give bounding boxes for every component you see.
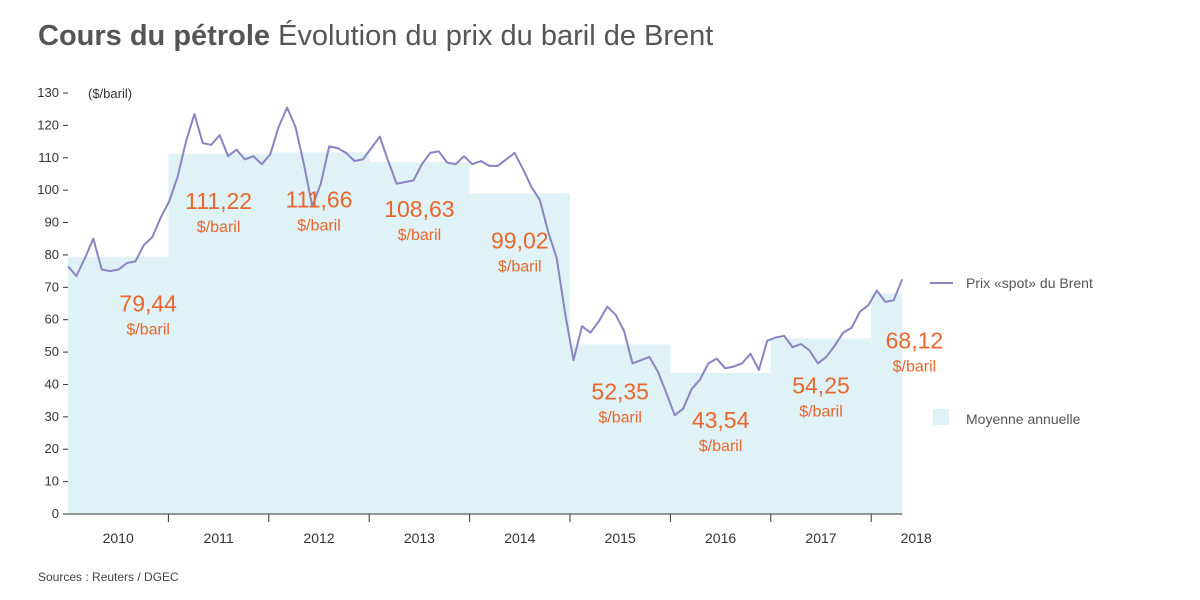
average-value-2014: 99,02 [491,227,549,253]
y-tick-label: 60 [45,312,59,327]
average-value-2012: 111,66 [286,186,353,212]
average-value-2018: 68,12 [886,327,944,353]
average-bar-2018 [871,293,903,514]
average-labels: 79,44 $/baril 111,22 $/baril 111,66 $/baril 10… [119,186,943,455]
legend-average-swatch [933,409,949,425]
average-bar-2012 [268,152,370,515]
average-unit-2014: $/baril [498,258,542,275]
average-value-2010: 79,44 [119,291,177,317]
y-tick-label: 50 [45,344,59,359]
legend-average-label: Moyenne annuelle [966,411,1081,427]
legend-spot-label: Prix «spot» du Brent [966,275,1093,291]
average-bars [68,152,903,515]
average-bar-2017 [770,338,872,514]
y-tick-label: 100 [37,182,59,197]
x-tick-label-2015: 2015 [605,530,636,546]
x-tick-label-2011: 2011 [204,530,234,546]
y-tick-label: 40 [45,376,59,391]
spot-line-group [67,106,904,417]
x-tick-label-2018: 2018 [901,530,932,546]
spot-price-line [67,106,904,417]
y-tick-label: 0 [52,506,59,521]
average-value-2015: 52,35 [591,378,649,404]
average-bar-2010 [68,256,169,514]
average-value-2016: 43,54 [692,407,750,433]
average-bar-2013 [369,162,470,514]
average-bar-2011 [168,153,269,515]
y-tick-label: 10 [45,474,59,489]
average-value-2013: 108,63 [384,196,454,222]
average-unit-2012: $/baril [297,217,341,234]
y-tick-label: 20 [45,441,59,456]
x-tick-label-2013: 2013 [404,530,435,546]
y-tick-label: 110 [38,150,59,165]
average-unit-2010: $/baril [126,322,170,339]
chart-title: Cours du pétrole Évolution du prix du ba… [38,20,713,53]
average-unit-2016: $/baril [699,438,743,455]
y-tick-label: 120 [37,117,59,132]
average-bar-2015 [570,344,671,514]
average-value-2017: 54,25 [792,372,850,398]
average-unit-2018: $/baril [893,358,937,375]
x-tick-label-2016: 2016 [705,530,736,546]
y-tick-label: 90 [45,215,59,230]
y-tick-label: 70 [45,279,59,294]
y-tick-label: 30 [45,409,59,424]
average-unit-2017: $/baril [799,403,843,420]
title-bold: Cours du pétrole [38,20,271,52]
average-value-2011: 111,22 [185,188,252,214]
x-tick-label-2012: 2012 [303,530,334,546]
x-tick-label-2017: 2017 [805,530,836,546]
source-note: Sources : Reuters / DGEC [38,570,179,584]
y-axis-unit: ($/baril) [88,86,132,101]
average-unit-2013: $/baril [398,227,442,244]
year-separators [167,514,872,522]
y-axis: 0 10 20 30 40 50 60 70 80 90 100 110 120 130 [37,85,903,521]
title-subtitle: Évolution du prix du baril de Brent [278,20,714,52]
legend: Prix «spot» du Brent Moyenne annuelle [930,275,1093,427]
y-tick-label: 80 [45,247,59,262]
x-axis: 2010 2011 2012 2013 2014 2015 2016 2017 2018 [103,530,932,546]
average-unit-2015: $/baril [598,409,642,426]
average-unit-2011: $/baril [197,219,241,236]
average-bar-2016 [670,372,771,514]
x-tick-label-2010: 2010 [103,530,134,546]
x-tick-label-2014: 2014 [504,530,535,546]
y-tick-label: 130 [37,85,59,100]
